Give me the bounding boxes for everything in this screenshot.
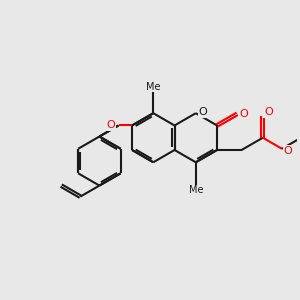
Text: O: O — [199, 107, 208, 117]
Text: O: O — [107, 121, 116, 130]
Text: O: O — [283, 146, 292, 156]
Text: O: O — [264, 107, 273, 117]
Text: Me: Me — [146, 82, 160, 92]
Text: O: O — [239, 109, 248, 119]
Text: Me: Me — [188, 185, 203, 195]
